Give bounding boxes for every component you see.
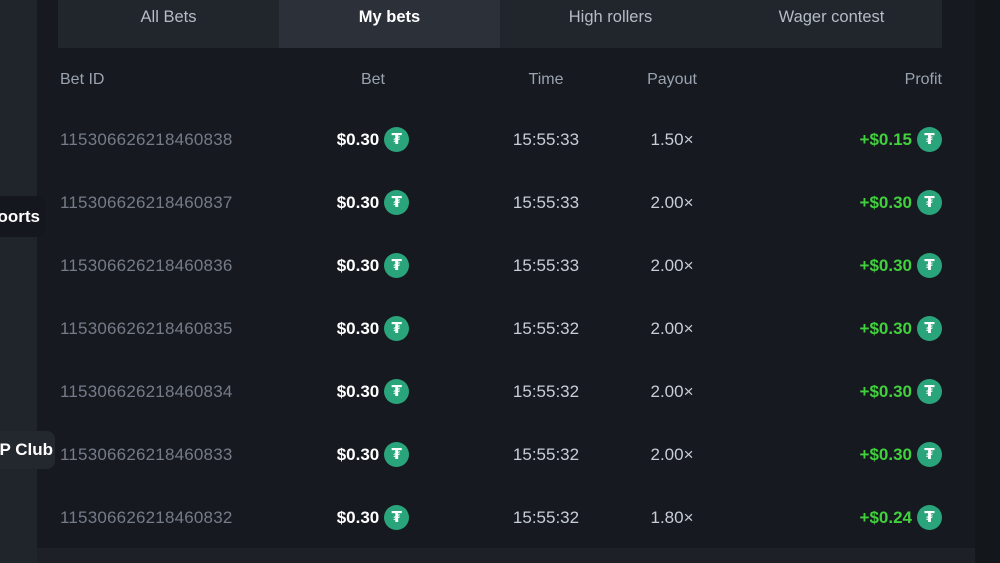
tether-icon: ₮ [917,253,942,278]
profit-cell: +$0.30 ₮ [710,379,942,404]
bet-profit: +$0.24 [859,507,912,527]
column-header-time: Time [528,71,564,88]
sidebar-item-sports[interactable]: oorts [0,196,45,237]
table-row[interactable]: 115306626218460837 $0.30 ₮ 15:55:33 2.00… [58,171,942,234]
bet-payout: 1.80× [650,507,694,527]
column-header-profit: Profit [904,71,942,88]
bet-amount: $0.30 [336,507,380,527]
bet-amount: $0.30 [336,444,380,464]
tether-icon: ₮ [917,127,942,152]
tether-icon: ₮ [384,127,410,152]
bet-payout: 2.00× [650,444,694,464]
tether-icon: ₮ [384,253,410,278]
bet-time: 15:55:33 [512,129,580,149]
bet-time: 15:55:33 [512,255,580,275]
bet-profit: +$0.15 [859,129,912,149]
tab-my-bets[interactable]: My bets [279,0,500,48]
bet-cell: $0.30 ₮ [288,316,458,341]
tether-icon: ₮ [384,505,410,530]
profit-cell: +$0.30 ₮ [710,190,942,215]
bet-id: 115306626218460836 [60,255,233,275]
bets-tab-bar: All Bets My bets High rollers Wager contest [58,0,942,48]
sidebar-item-vip-club[interactable]: P Club [0,431,55,469]
column-header-bet: Bet [360,71,385,88]
profit-cell: +$0.30 ₮ [710,442,942,467]
bet-id: 115306626218460837 [60,192,233,212]
bet-time: 15:55:32 [512,444,580,464]
bet-amount: $0.30 [336,129,380,149]
scrollbar-gutter[interactable] [975,0,1000,563]
bet-cell: $0.30 ₮ [288,190,458,215]
bet-amount: $0.30 [336,381,380,401]
table-row[interactable]: 115306626218460838 $0.30 ₮ 15:55:33 1.50… [58,108,942,171]
table-row[interactable]: 115306626218460835 $0.30 ₮ 15:55:32 2.00… [58,297,942,360]
bet-time: 15:55:32 [512,381,580,401]
bet-time: 15:55:32 [512,318,580,338]
bet-payout: 1.50× [650,129,694,149]
bet-payout: 2.00× [650,255,694,275]
tab-wager-contest[interactable]: Wager contest [778,8,885,26]
bet-time: 15:55:32 [512,507,580,527]
profit-cell: +$0.30 ₮ [710,253,942,278]
bet-payout: 2.00× [650,318,694,338]
column-header-bet-id: Bet ID [60,71,105,88]
bet-payout: 2.00× [650,192,694,212]
bets-table: Bet ID Bet Time Payout Profit 1153066262… [58,66,942,549]
bet-time: 15:55:33 [512,192,580,212]
tab-all-bets[interactable]: All Bets [140,8,197,26]
table-row[interactable]: 115306626218460836 $0.30 ₮ 15:55:33 2.00… [58,234,942,297]
tether-icon: ₮ [384,190,410,215]
table-row[interactable]: 115306626218460833 $0.30 ₮ 15:55:32 2.00… [58,423,942,486]
bet-amount: $0.30 [336,318,380,338]
bet-cell: $0.30 ₮ [288,442,458,467]
bet-cell: $0.30 ₮ [288,253,458,278]
sidebar-item-sports-label: oorts [0,206,40,226]
profit-cell: +$0.24 ₮ [710,505,942,530]
tether-icon: ₮ [917,379,942,404]
bet-profit: +$0.30 [859,255,912,275]
tether-icon: ₮ [917,316,942,341]
bet-id: 115306626218460833 [60,444,233,464]
tether-icon: ₮ [384,379,410,404]
tether-icon: ₮ [384,442,410,467]
tether-icon: ₮ [917,190,942,215]
bet-profit: +$0.30 [859,192,912,212]
bet-id: 115306626218460835 [60,318,233,338]
bet-id: 115306626218460834 [60,381,233,401]
bet-profit: +$0.30 [859,444,912,464]
table-body: 115306626218460838 $0.30 ₮ 15:55:33 1.50… [58,108,942,549]
tether-icon: ₮ [384,316,410,341]
bet-cell: $0.30 ₮ [288,379,458,404]
tab-high-rollers[interactable]: High rollers [568,8,653,26]
bet-amount: $0.30 [336,192,380,212]
bet-payout: 2.00× [650,381,694,401]
sidebar-edge [0,0,37,563]
tether-icon: ₮ [917,442,942,467]
bet-profit: +$0.30 [859,318,912,338]
tether-icon: ₮ [917,505,942,530]
bet-amount: $0.30 [336,255,380,275]
column-header-payout: Payout [647,71,697,88]
bet-cell: $0.30 ₮ [288,127,458,152]
profit-cell: +$0.15 ₮ [710,127,942,152]
profit-cell: +$0.30 ₮ [710,316,942,341]
bet-id: 115306626218460832 [60,507,233,527]
table-row[interactable]: 115306626218460832 $0.30 ₮ 15:55:32 1.80… [58,486,942,549]
bet-id: 115306626218460838 [60,129,233,149]
table-row[interactable]: 115306626218460834 $0.30 ₮ 15:55:32 2.00… [58,360,942,423]
table-header-row: Bet ID Bet Time Payout Profit [58,66,942,94]
bet-cell: $0.30 ₮ [288,505,458,530]
sidebar-item-vip-club-label: P Club [0,440,53,459]
bet-profit: +$0.30 [859,381,912,401]
next-section-edge [37,548,975,563]
